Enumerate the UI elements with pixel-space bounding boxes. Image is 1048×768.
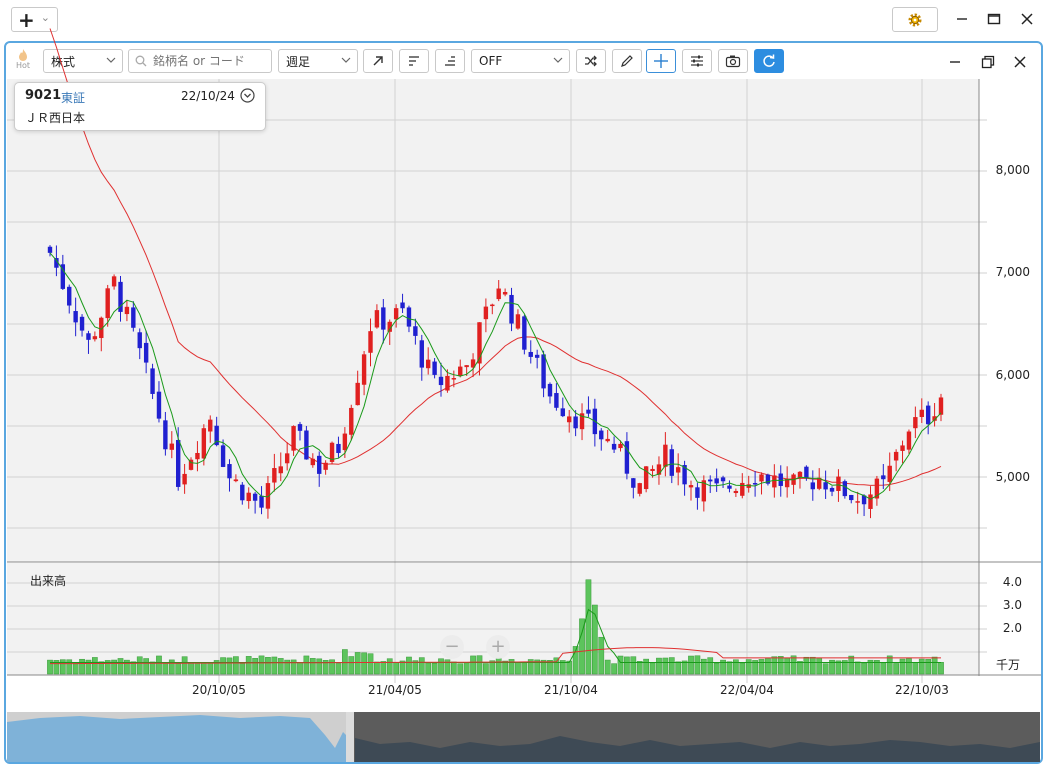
date-tick: 20/10/05 [192,683,246,697]
refresh-icon [763,54,775,67]
price-tick: 5,000 [995,470,1030,484]
indicator-select[interactable]: OFF [471,49,570,73]
indicator-value: OFF [479,54,503,68]
maximize-button[interactable] [983,8,1005,30]
crosshair-button[interactable] [646,49,676,73]
period-select[interactable]: 週足 [278,49,358,73]
volume-label: 出来高 [30,574,67,588]
arrow-up-right-icon [373,56,383,66]
plus-icon: + [490,636,506,657]
trend-arrow-button[interactable] [363,49,393,73]
close-icon [1021,13,1033,25]
market-type-value: 株式 [51,54,76,69]
price-tick: 6,000 [995,368,1030,382]
sort-descending-icon [445,56,455,66]
close-icon [1014,56,1026,68]
chart-settings-button[interactable] [682,49,712,73]
stock-code: 9021 [25,88,62,103]
period-value: 週足 [286,54,311,69]
pencil-icon [621,55,633,67]
date-tick: 22/10/03 [895,683,949,697]
search-icon [135,55,147,67]
chevron-down-icon [341,57,351,63]
zoom-out-button[interactable]: − [440,635,464,659]
market-type-select[interactable]: 株式 [43,49,123,73]
flame-icon [19,49,27,61]
minimize-button[interactable] [951,8,973,30]
close-button[interactable] [1016,8,1038,30]
stock-date: 22/10/24 [181,89,235,103]
sort-ascending-button[interactable] [399,49,429,73]
plus-icon: + [18,7,35,32]
minimize-icon [950,61,960,63]
stock-name: ＪＲ西日本 [25,111,86,125]
camera-icon [725,55,741,68]
price-tick: 8,000 [995,163,1030,177]
draw-button[interactable] [612,49,642,73]
panel-close-button[interactable] [1009,51,1031,73]
screenshot-button[interactable] [718,49,748,73]
navigator-handle[interactable] [346,712,354,762]
chart-panel [4,41,1043,764]
gear-icon [908,13,922,26]
restore-icon [981,55,995,69]
volume-unit: 千万 [996,658,1021,672]
add-button[interactable]: + ⌄ [11,7,58,32]
panel-minimize-button[interactable] [944,51,966,73]
chevron-down-icon [106,57,116,63]
minimize-icon [957,18,967,20]
shuffle-icon [585,55,597,67]
hot-label: Hot [15,61,31,70]
chevron-down-circle-icon [240,88,255,103]
sort-descending-button[interactable] [435,49,465,73]
search-field[interactable] [128,49,272,73]
sliders-icon [691,55,703,67]
zoom-in-button[interactable]: + [486,635,510,659]
minus-icon: − [444,636,460,657]
refresh-button[interactable] [754,49,784,73]
price-tick: 7,000 [995,265,1030,279]
settings-button[interactable] [892,7,938,32]
date-tick: 22/04/04 [720,683,774,697]
volume-tick: 3.0 [1002,598,1022,612]
search-input[interactable] [153,54,265,68]
panel-restore-button[interactable] [977,51,999,73]
chevron-down-icon [553,57,563,63]
volume-tick: 2.0 [1002,621,1022,635]
hot-button[interactable]: Hot [13,49,33,75]
chevron-down-icon: ⌄ [40,11,50,24]
sort-ascending-icon [409,56,419,66]
stock-exchange: 東証 [61,91,86,105]
date-tick: 21/04/05 [368,683,422,697]
stock-info-card: 9021 東証 22/10/24 ＪＲ西日本 [14,82,266,131]
volume-tick: 4.0 [1002,575,1022,589]
stock-card-toggle[interactable] [240,88,255,106]
crosshair-icon [654,54,668,68]
maximize-icon [987,13,1001,25]
shuffle-button[interactable] [576,49,606,73]
date-tick: 21/10/04 [544,683,598,697]
